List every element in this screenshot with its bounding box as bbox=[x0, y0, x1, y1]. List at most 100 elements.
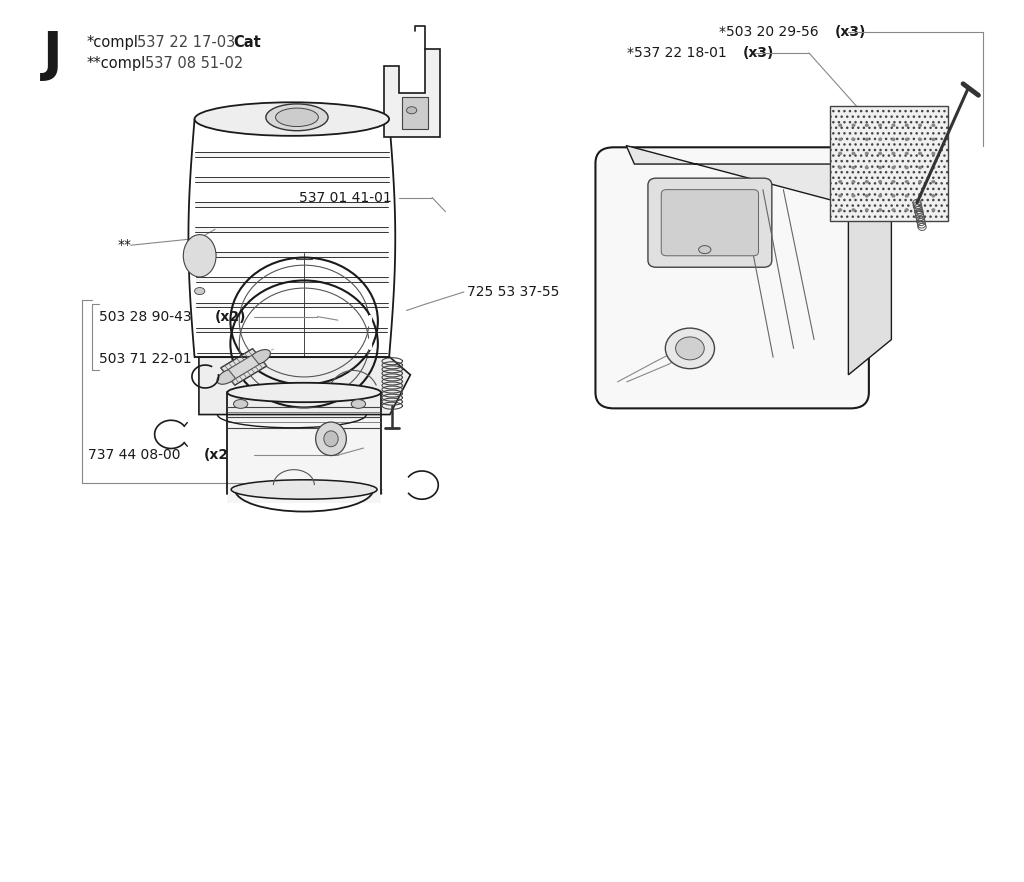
Text: *compl: *compl bbox=[87, 34, 139, 50]
Ellipse shape bbox=[879, 166, 883, 169]
Ellipse shape bbox=[891, 123, 895, 127]
Ellipse shape bbox=[932, 180, 936, 183]
Ellipse shape bbox=[905, 152, 909, 155]
FancyBboxPatch shape bbox=[595, 147, 868, 408]
Ellipse shape bbox=[879, 138, 883, 141]
Ellipse shape bbox=[918, 152, 922, 155]
Polygon shape bbox=[384, 49, 440, 137]
Ellipse shape bbox=[676, 337, 705, 360]
Ellipse shape bbox=[231, 480, 377, 499]
Polygon shape bbox=[197, 303, 387, 307]
Ellipse shape bbox=[932, 123, 936, 127]
Ellipse shape bbox=[864, 138, 868, 141]
Ellipse shape bbox=[838, 123, 842, 127]
Ellipse shape bbox=[891, 194, 895, 198]
Ellipse shape bbox=[891, 208, 895, 212]
Text: 737 44 08-00: 737 44 08-00 bbox=[88, 448, 180, 462]
Ellipse shape bbox=[932, 166, 936, 169]
Polygon shape bbox=[228, 355, 259, 378]
Text: 537 08 51-02: 537 08 51-02 bbox=[145, 56, 244, 71]
Ellipse shape bbox=[905, 166, 909, 169]
Polygon shape bbox=[626, 146, 891, 216]
Text: (x3): (x3) bbox=[835, 25, 866, 39]
Ellipse shape bbox=[905, 180, 909, 183]
Text: 537 22 17-03: 537 22 17-03 bbox=[137, 34, 236, 50]
Bar bbox=[227, 392, 381, 503]
Polygon shape bbox=[199, 357, 411, 415]
Polygon shape bbox=[196, 278, 388, 282]
Text: 503 71 22-01: 503 71 22-01 bbox=[99, 352, 191, 366]
Ellipse shape bbox=[918, 123, 922, 127]
Ellipse shape bbox=[838, 194, 842, 198]
Ellipse shape bbox=[838, 180, 842, 183]
Text: 537 01 41-01: 537 01 41-01 bbox=[299, 191, 392, 205]
Ellipse shape bbox=[891, 180, 895, 183]
Ellipse shape bbox=[249, 349, 270, 365]
Ellipse shape bbox=[891, 152, 895, 155]
Text: *537 22 18-01: *537 22 18-01 bbox=[627, 46, 726, 60]
Ellipse shape bbox=[891, 166, 895, 169]
Ellipse shape bbox=[905, 194, 909, 198]
Ellipse shape bbox=[183, 235, 216, 277]
Bar bbox=[195, 119, 389, 357]
Text: **: ** bbox=[118, 238, 132, 252]
Text: J: J bbox=[43, 29, 62, 80]
Ellipse shape bbox=[879, 208, 883, 212]
Ellipse shape bbox=[852, 138, 856, 141]
Polygon shape bbox=[197, 353, 387, 357]
Ellipse shape bbox=[905, 123, 909, 127]
Ellipse shape bbox=[879, 194, 883, 198]
Text: (x2): (x2) bbox=[215, 310, 247, 324]
Ellipse shape bbox=[838, 152, 842, 155]
Text: 725 53 37-55: 725 53 37-55 bbox=[467, 285, 559, 299]
Ellipse shape bbox=[266, 104, 328, 131]
Polygon shape bbox=[196, 252, 388, 257]
Ellipse shape bbox=[879, 152, 883, 155]
Ellipse shape bbox=[905, 208, 909, 212]
Ellipse shape bbox=[932, 208, 936, 212]
Ellipse shape bbox=[838, 166, 842, 169]
Text: **: ** bbox=[597, 285, 611, 299]
Ellipse shape bbox=[838, 138, 842, 141]
Ellipse shape bbox=[932, 194, 936, 198]
Ellipse shape bbox=[351, 400, 366, 408]
Ellipse shape bbox=[918, 166, 922, 169]
FancyBboxPatch shape bbox=[662, 190, 759, 256]
Text: 537 37 65-04: 537 37 65-04 bbox=[254, 487, 346, 501]
Ellipse shape bbox=[918, 138, 922, 141]
Ellipse shape bbox=[905, 138, 909, 141]
Text: 503 28 90-43: 503 28 90-43 bbox=[99, 310, 191, 324]
Polygon shape bbox=[196, 228, 388, 232]
Polygon shape bbox=[221, 348, 266, 385]
Ellipse shape bbox=[852, 152, 856, 155]
Ellipse shape bbox=[918, 208, 922, 212]
Ellipse shape bbox=[324, 430, 338, 446]
Ellipse shape bbox=[852, 123, 856, 127]
Ellipse shape bbox=[217, 369, 239, 385]
Ellipse shape bbox=[879, 180, 883, 183]
Ellipse shape bbox=[864, 166, 868, 169]
Ellipse shape bbox=[864, 123, 868, 127]
Polygon shape bbox=[848, 181, 891, 375]
Ellipse shape bbox=[864, 208, 868, 212]
Ellipse shape bbox=[864, 180, 868, 183]
Ellipse shape bbox=[275, 108, 318, 126]
Bar bbox=[402, 97, 428, 129]
Polygon shape bbox=[195, 177, 389, 182]
Ellipse shape bbox=[864, 194, 868, 198]
Ellipse shape bbox=[195, 288, 205, 295]
Polygon shape bbox=[196, 202, 388, 206]
Ellipse shape bbox=[315, 422, 346, 455]
Ellipse shape bbox=[233, 400, 248, 408]
FancyBboxPatch shape bbox=[648, 178, 772, 267]
Ellipse shape bbox=[918, 180, 922, 183]
Ellipse shape bbox=[932, 152, 936, 155]
Ellipse shape bbox=[852, 166, 856, 169]
Ellipse shape bbox=[838, 208, 842, 212]
Text: **: ** bbox=[370, 487, 384, 501]
Ellipse shape bbox=[918, 194, 922, 198]
Bar bbox=[829, 106, 948, 220]
Ellipse shape bbox=[852, 194, 856, 198]
Ellipse shape bbox=[852, 208, 856, 212]
Text: *: * bbox=[612, 375, 620, 389]
